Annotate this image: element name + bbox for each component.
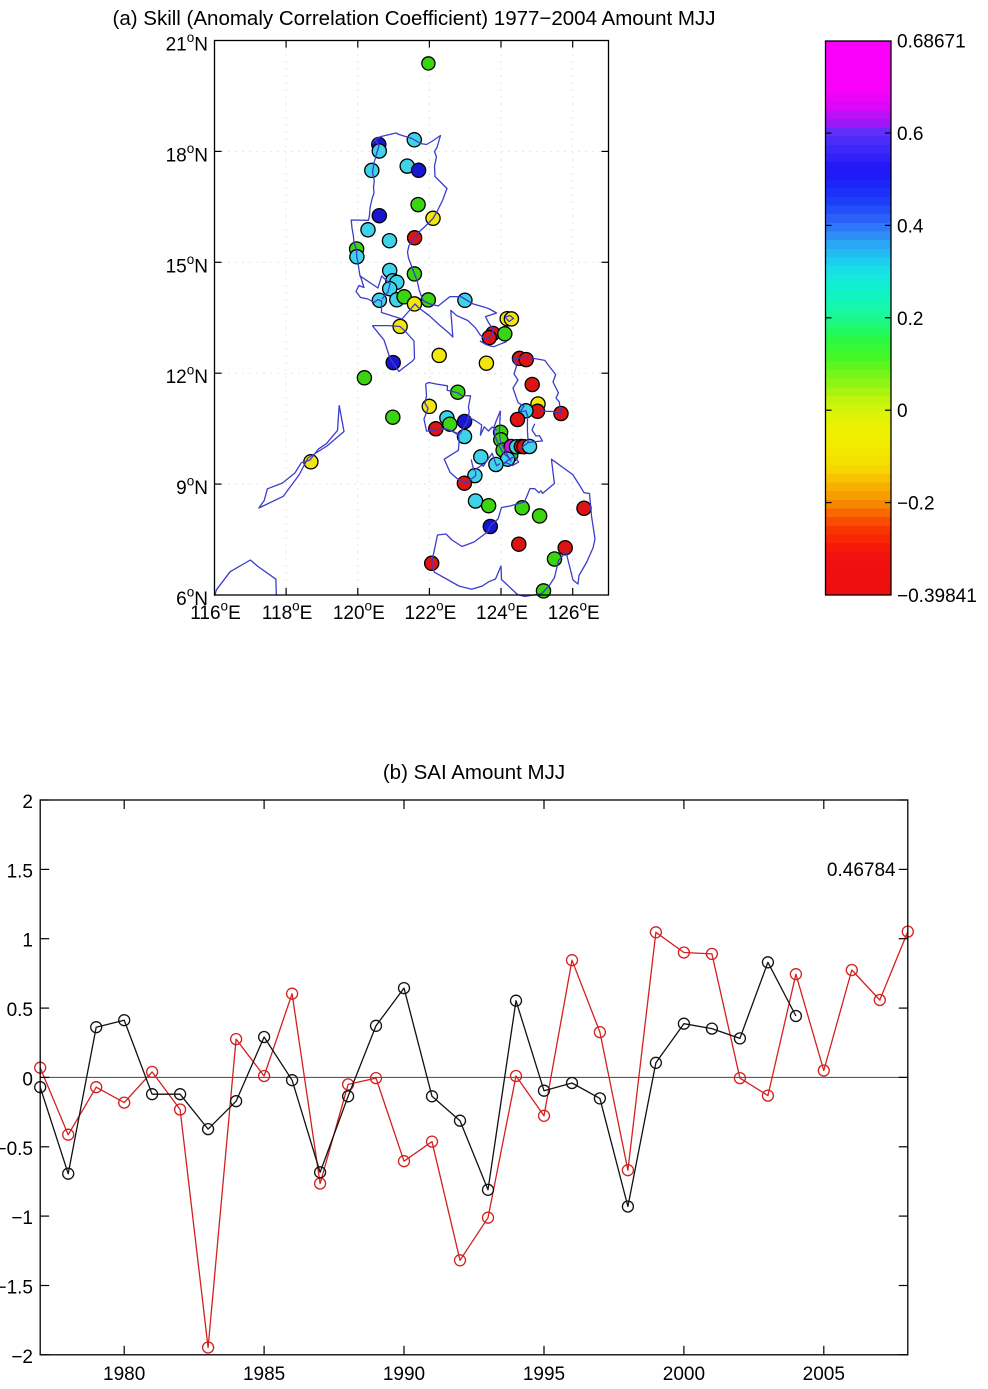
svg-text:2000: 2000 xyxy=(663,1364,705,1384)
svg-text:−1: −1 xyxy=(11,1208,33,1229)
svg-text:−0.5: −0.5 xyxy=(0,1139,33,1160)
svg-text:124oE: 124oE xyxy=(476,599,528,625)
svg-text:−0.2: −0.2 xyxy=(897,494,935,515)
svg-text:0.6: 0.6 xyxy=(897,124,923,145)
svg-text:0: 0 xyxy=(22,1069,33,1090)
svg-text:122oE: 122oE xyxy=(404,599,456,625)
svg-text:0.2: 0.2 xyxy=(897,309,923,330)
svg-text:2005: 2005 xyxy=(803,1364,845,1384)
svg-text:18oN: 18oN xyxy=(166,141,208,167)
svg-text:(b) SAI Amount MJJ: (b) SAI Amount MJJ xyxy=(383,761,565,784)
svg-text:2: 2 xyxy=(22,792,33,813)
svg-text:0.4: 0.4 xyxy=(897,216,924,237)
svg-text:1995: 1995 xyxy=(523,1364,565,1384)
svg-text:1.5: 1.5 xyxy=(7,861,33,882)
svg-text:0: 0 xyxy=(897,401,908,422)
svg-text:1985: 1985 xyxy=(243,1364,285,1384)
svg-text:0.46784: 0.46784 xyxy=(827,860,896,881)
svg-text:1980: 1980 xyxy=(103,1364,145,1384)
svg-text:1: 1 xyxy=(22,931,33,952)
svg-text:6oN: 6oN xyxy=(176,585,208,611)
svg-text:0.5: 0.5 xyxy=(7,1000,33,1021)
svg-text:116oE: 116oE xyxy=(190,599,241,625)
svg-text:−0.39841: −0.39841 xyxy=(897,586,977,607)
svg-text:−2: −2 xyxy=(11,1347,33,1368)
svg-text:0.68671: 0.68671 xyxy=(897,32,966,53)
svg-text:120oE: 120oE xyxy=(333,599,385,625)
svg-text:(a) Skill (Anomaly Correlation: (a) Skill (Anomaly Correlation Coefficie… xyxy=(113,7,716,30)
svg-text:−1.5: −1.5 xyxy=(0,1278,33,1299)
svg-text:126oE: 126oE xyxy=(548,599,600,625)
svg-text:1990: 1990 xyxy=(383,1364,425,1384)
svg-text:118oE: 118oE xyxy=(262,599,313,625)
